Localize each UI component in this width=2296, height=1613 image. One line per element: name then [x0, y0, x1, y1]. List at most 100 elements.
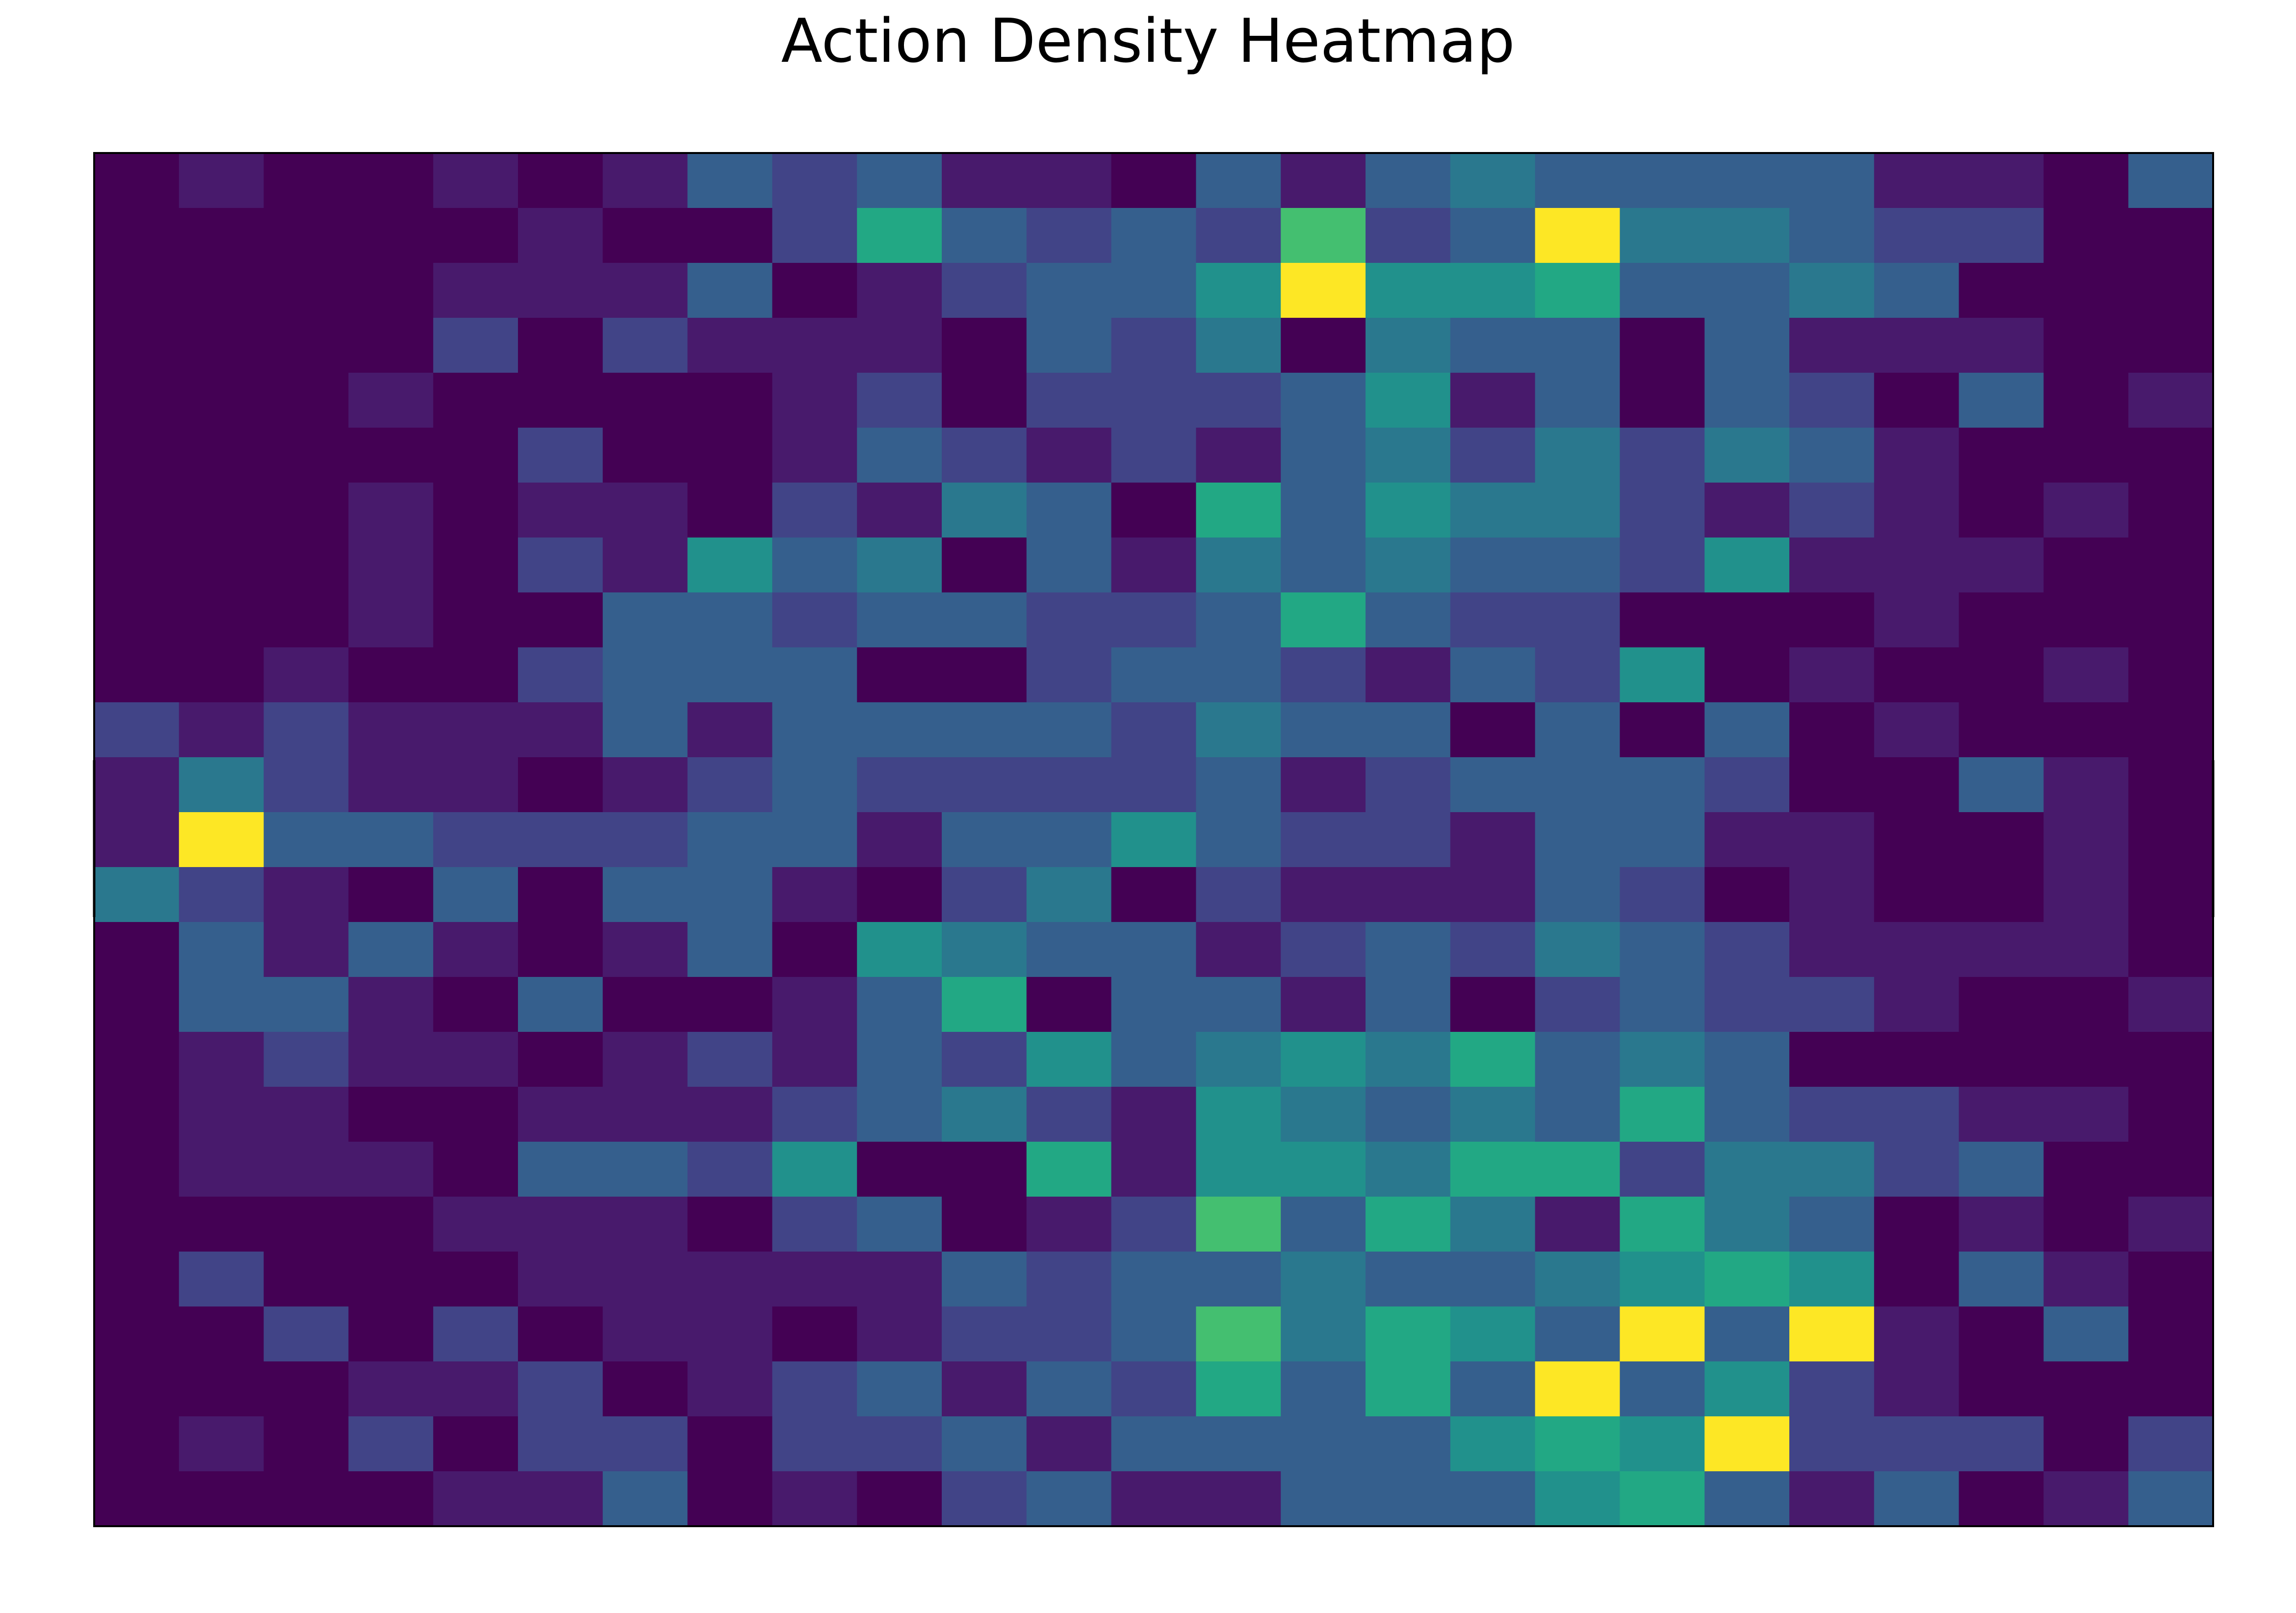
heatmap-cell-r22-c23 — [2043, 1361, 2129, 1417]
heatmap-cell-r4-c14 — [1281, 373, 1366, 428]
heatmap-cell-r5-c20 — [1789, 428, 1875, 483]
heatmap-cell-r19-c13 — [1196, 1197, 1281, 1252]
heatmap-cell-r21-c1 — [179, 1306, 264, 1362]
heatmap-cell-r8-c24 — [2128, 592, 2214, 648]
heatmap-cell-r2-c20 — [1789, 263, 1875, 318]
heatmap-cell-r15-c2 — [263, 977, 349, 1032]
heatmap-cell-r8-c20 — [1789, 592, 1875, 648]
heatmap-cell-r8-c8 — [772, 592, 857, 648]
heatmap-cell-r17-c1 — [179, 1087, 264, 1142]
heatmap-cell-r7-c8 — [772, 538, 857, 593]
heatmap-cell-r14-c15 — [1366, 922, 1451, 977]
heatmap-cell-r16-c12 — [1111, 1032, 1196, 1087]
heatmap-cell-r7-c19 — [1704, 538, 1790, 593]
heatmap-cell-r18-c0 — [94, 1142, 180, 1197]
heatmap-cell-r6-c5 — [518, 483, 603, 538]
heatmap-cell-r9-c0 — [94, 647, 180, 703]
heatmap-cell-r19-c24 — [2128, 1197, 2214, 1252]
heatmap-cell-r6-c20 — [1789, 483, 1875, 538]
heatmap-cell-r14-c5 — [518, 922, 603, 977]
heatmap-cell-r15-c19 — [1704, 977, 1790, 1032]
heatmap-cell-r18-c10 — [942, 1142, 1027, 1197]
heatmap-cell-r1-c3 — [348, 208, 434, 263]
heatmap-cell-r20-c22 — [1959, 1252, 2044, 1307]
heatmap-cell-r16-c6 — [602, 1032, 688, 1087]
heatmap-cell-r5-c7 — [687, 428, 773, 483]
heatmap-cell-r12-c24 — [2128, 812, 2214, 868]
heatmap-cell-r2-c9 — [857, 263, 942, 318]
heatmap-cell-r6-c12 — [1111, 483, 1196, 538]
heatmap-cell-r7-c13 — [1196, 538, 1281, 593]
heatmap-cell-r10-c5 — [518, 702, 603, 758]
heatmap-cell-r23-c19 — [1704, 1416, 1790, 1472]
heatmap-cell-r16-c21 — [1874, 1032, 1960, 1087]
heatmap-cell-r10-c2 — [263, 702, 349, 758]
heatmap-cell-r20-c19 — [1704, 1252, 1790, 1307]
heatmap-cell-r0-c16 — [1450, 153, 1536, 208]
heatmap-cell-r4-c4 — [433, 373, 518, 428]
heatmap-cell-r2-c21 — [1874, 263, 1960, 318]
heatmap-cell-r7-c10 — [942, 538, 1027, 593]
heatmap-cell-r2-c23 — [2043, 263, 2129, 318]
heatmap-cell-r6-c6 — [602, 483, 688, 538]
heatmap-cell-r2-c13 — [1196, 263, 1281, 318]
heatmap-cell-r15-c5 — [518, 977, 603, 1032]
heatmap-cell-r19-c7 — [687, 1197, 773, 1252]
heatmap-cell-r1-c14 — [1281, 208, 1366, 263]
heatmap-cell-r4-c5 — [518, 373, 603, 428]
heatmap-cell-r17-c24 — [2128, 1087, 2214, 1142]
heatmap-cell-r10-c1 — [179, 702, 264, 758]
heatmap-cell-r7-c12 — [1111, 538, 1196, 593]
heatmap-cell-r8-c11 — [1026, 592, 1112, 648]
heatmap-cell-r18-c11 — [1026, 1142, 1112, 1197]
heatmap-cell-r4-c15 — [1366, 373, 1451, 428]
heatmap-cell-r14-c12 — [1111, 922, 1196, 977]
heatmap-cell-r11-c5 — [518, 757, 603, 813]
heatmap-cell-r9-c22 — [1959, 647, 2044, 703]
heatmap-cell-r20-c5 — [518, 1252, 603, 1307]
heatmap-cell-r15-c17 — [1535, 977, 1620, 1032]
heatmap-cell-r5-c19 — [1704, 428, 1790, 483]
heatmap-cell-r19-c15 — [1366, 1197, 1451, 1252]
heatmap-cell-r9-c9 — [857, 647, 942, 703]
heatmap-cell-r11-c10 — [942, 757, 1027, 813]
heatmap-cell-r0-c2 — [263, 153, 349, 208]
heatmap-cell-r20-c23 — [2043, 1252, 2129, 1307]
heatmap-cell-r9-c1 — [179, 647, 264, 703]
heatmap-cell-r16-c22 — [1959, 1032, 2044, 1087]
heatmap-cell-r10-c3 — [348, 702, 434, 758]
heatmap-cell-r17-c17 — [1535, 1087, 1620, 1142]
heatmap-cell-r20-c12 — [1111, 1252, 1196, 1307]
heatmap-cell-r17-c5 — [518, 1087, 603, 1142]
heatmap-cell-r13-c17 — [1535, 867, 1620, 922]
heatmap-cell-r3-c10 — [942, 318, 1027, 373]
heatmap-cell-r5-c5 — [518, 428, 603, 483]
heatmap-cell-r18-c22 — [1959, 1142, 2044, 1197]
heatmap-cell-r22-c17 — [1535, 1361, 1620, 1417]
heatmap-cell-r22-c18 — [1620, 1361, 1705, 1417]
heatmap-cell-r8-c16 — [1450, 592, 1536, 648]
heatmap-cell-r14-c10 — [942, 922, 1027, 977]
heatmap-cell-r22-c2 — [263, 1361, 349, 1417]
heatmap-cell-r24-c5 — [518, 1471, 603, 1527]
heatmap-cell-r12-c0 — [94, 812, 180, 868]
heatmap-cell-r14-c2 — [263, 922, 349, 977]
heatmap-cell-r3-c21 — [1874, 318, 1960, 373]
heatmap-cell-r14-c16 — [1450, 922, 1536, 977]
heatmap-cells — [94, 153, 2214, 1527]
heatmap-cell-r23-c8 — [772, 1416, 857, 1472]
heatmap-cell-r15-c24 — [2128, 977, 2214, 1032]
heatmap-cell-r10-c12 — [1111, 702, 1196, 758]
heatmap-cell-r2-c3 — [348, 263, 434, 318]
heatmap-cell-r16-c14 — [1281, 1032, 1366, 1087]
heatmap-cell-r21-c14 — [1281, 1306, 1366, 1362]
heatmap-cell-r5-c0 — [94, 428, 180, 483]
heatmap-cell-r13-c6 — [602, 867, 688, 922]
heatmap-cell-r17-c9 — [857, 1087, 942, 1142]
heatmap-cell-r6-c19 — [1704, 483, 1790, 538]
heatmap-cell-r7-c2 — [263, 538, 349, 593]
heatmap-cell-r0-c13 — [1196, 153, 1281, 208]
heatmap-cell-r23-c22 — [1959, 1416, 2044, 1472]
heatmap-cell-r21-c24 — [2128, 1306, 2214, 1362]
heatmap-cell-r17-c14 — [1281, 1087, 1366, 1142]
